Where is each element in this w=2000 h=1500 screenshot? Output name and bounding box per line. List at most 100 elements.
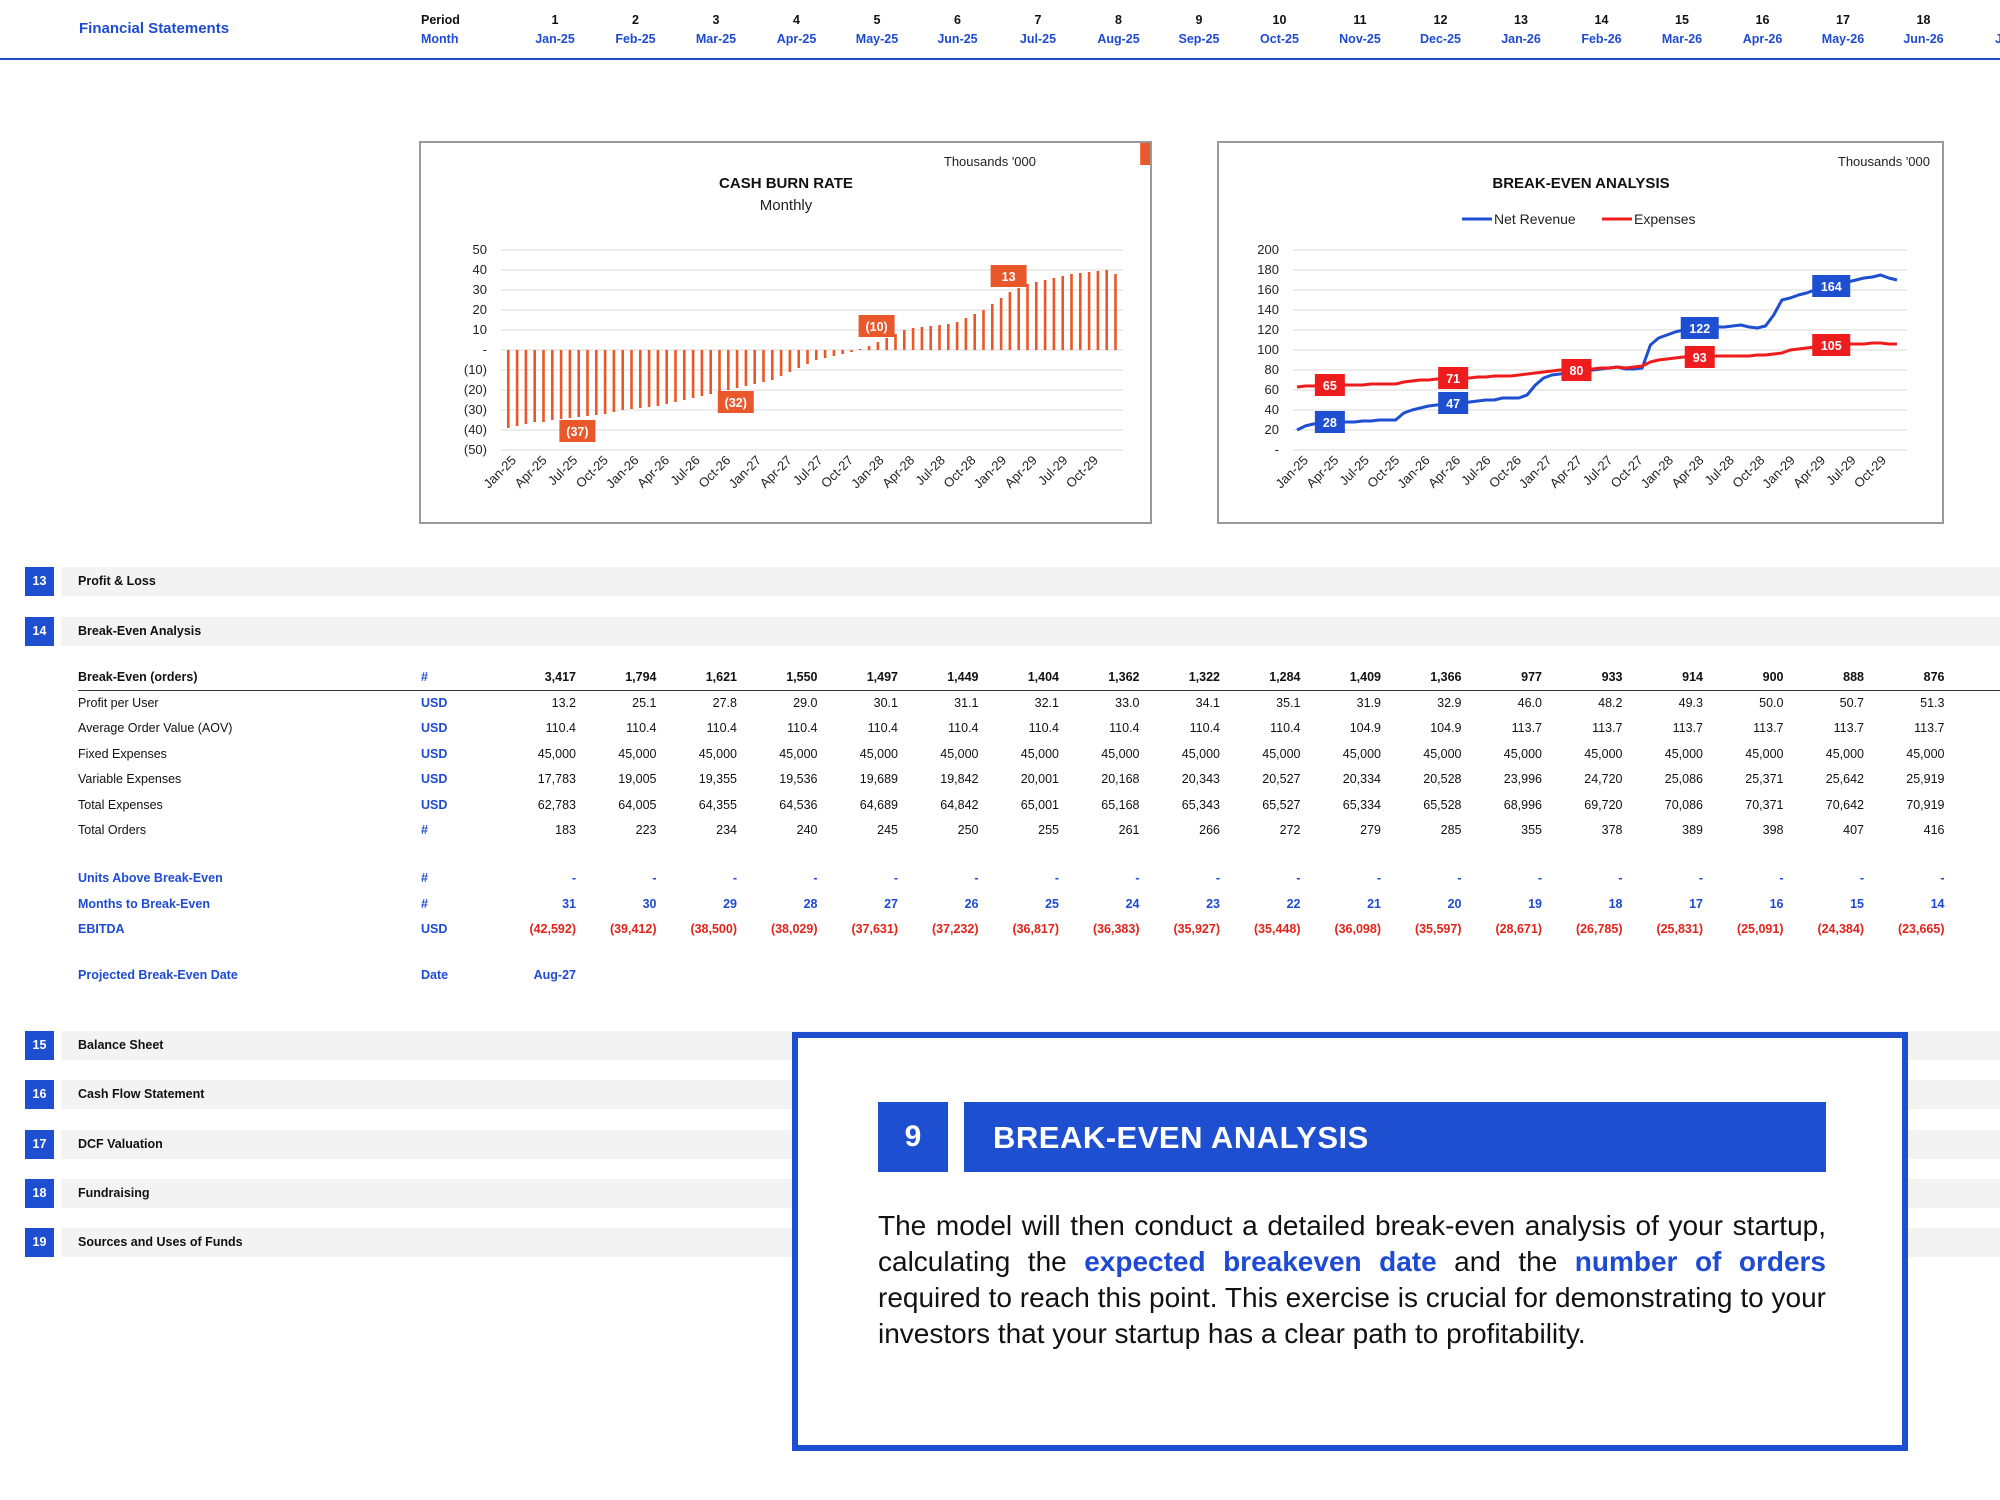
table-cell[interactable]: 45,000	[1423, 746, 1462, 761]
table-cell[interactable]: 110.4	[545, 721, 576, 736]
table-cell[interactable]: 30	[642, 897, 657, 911]
table-cell[interactable]: 398	[1762, 823, 1784, 837]
table-cell[interactable]: (36,817)	[1012, 922, 1059, 936]
table-cell[interactable]: 20,168	[1101, 772, 1140, 787]
table-cell[interactable]: 416	[1923, 823, 1945, 837]
table-cell[interactable]: (37,631)	[851, 922, 898, 936]
table-cell[interactable]: 45,000	[698, 746, 737, 761]
table-cell[interactable]: 50.0	[1759, 696, 1784, 710]
table-cell[interactable]: 389	[1682, 823, 1703, 837]
table-cell[interactable]: -	[1537, 871, 1542, 885]
table-cell[interactable]: 65,334	[1342, 797, 1381, 812]
table-cell[interactable]: (25,091)	[1736, 922, 1784, 936]
table-cell[interactable]: 50.7	[1839, 696, 1864, 710]
table-cell[interactable]: (35,927)	[1173, 922, 1220, 936]
table-cell[interactable]: 1,284	[1269, 670, 1301, 684]
table-cell[interactable]: 65,168	[1101, 797, 1140, 812]
table-cell[interactable]: 25,642	[1825, 772, 1864, 787]
table-cell[interactable]: 45,000	[1825, 746, 1864, 761]
table-cell[interactable]: 64,842	[940, 797, 979, 812]
table-cell[interactable]: 45,000	[1584, 746, 1623, 761]
table-cell[interactable]: 113.7	[1672, 721, 1703, 736]
table-cell[interactable]: 876	[1923, 670, 1945, 684]
table-cell[interactable]: 110.4	[1109, 721, 1140, 736]
table-cell[interactable]: 255	[1038, 823, 1059, 837]
table-cell[interactable]: 20,527	[1262, 772, 1301, 787]
table-cell[interactable]: 110.4	[1270, 721, 1301, 736]
table-cell[interactable]: 70,371	[1745, 797, 1784, 812]
table-cell[interactable]: 45,000	[1020, 746, 1059, 761]
table-cell[interactable]: -	[571, 871, 576, 885]
table-cell[interactable]: 240	[796, 823, 818, 837]
table-cell[interactable]: -	[893, 871, 898, 885]
table-cell[interactable]: 3,417	[544, 670, 576, 684]
table-cell[interactable]: 20,001	[1020, 772, 1059, 787]
table-cell[interactable]: 45,000	[940, 746, 979, 761]
table-cell[interactable]: 113.7	[1511, 721, 1542, 736]
table-cell[interactable]: 16	[1769, 897, 1784, 911]
table-cell[interactable]: 64,005	[618, 797, 657, 812]
table-cell[interactable]: -	[1698, 871, 1703, 885]
table-cell[interactable]: -	[1457, 871, 1462, 885]
table-cell[interactable]: 64,689	[859, 797, 898, 812]
table-cell[interactable]: (25,831)	[1656, 922, 1703, 936]
break-even-chart[interactable]: Thousands '000 BREAK-EVEN ANALYSIS Net R…	[1217, 141, 1944, 524]
table-cell[interactable]: -	[1618, 871, 1623, 885]
table-cell[interactable]: 19,842	[940, 772, 979, 787]
table-cell[interactable]: 21	[1367, 897, 1381, 911]
table-cell[interactable]: 234	[716, 823, 737, 837]
table-cell[interactable]: 45,000	[1745, 746, 1784, 761]
table-cell[interactable]: 110.4	[867, 721, 898, 736]
table-cell[interactable]: 23,996	[1503, 772, 1542, 787]
table-cell[interactable]: 27	[884, 897, 898, 911]
table-cell[interactable]: 261	[1118, 823, 1140, 837]
table-cell[interactable]: 113.7	[1833, 721, 1864, 736]
table-cell[interactable]: 1,404	[1027, 670, 1059, 684]
table-cell[interactable]: (36,383)	[1092, 922, 1140, 936]
table-cell[interactable]: 15	[1850, 897, 1864, 911]
cash-burn-chart[interactable]: Thousands '000 CASH BURN RATE Monthly 50…	[419, 141, 1152, 524]
table-cell[interactable]: 45,000	[1906, 746, 1945, 761]
table-cell[interactable]: 65,343	[1181, 797, 1220, 812]
table-cell[interactable]: 110.4	[1189, 721, 1220, 736]
table-cell[interactable]: 25,086	[1664, 772, 1703, 787]
table-cell[interactable]: 1,322	[1188, 670, 1220, 684]
section-profit-loss[interactable]: 13 Profit & Loss	[25, 567, 2000, 596]
table-cell[interactable]: 45,000	[618, 746, 657, 761]
table-cell[interactable]: -	[652, 871, 657, 885]
table-cell[interactable]: 977	[1521, 670, 1542, 684]
table-cell[interactable]: 104.9	[1430, 721, 1462, 736]
table-cell[interactable]: 64,355	[698, 797, 737, 812]
table-cell[interactable]: 407	[1843, 823, 1864, 837]
table-cell[interactable]: (38,500)	[690, 922, 737, 936]
table-cell[interactable]: 285	[1440, 823, 1462, 837]
table-cell[interactable]: 888	[1843, 670, 1864, 684]
table-cell[interactable]: 65,527	[1262, 797, 1301, 812]
table-cell[interactable]: 250	[957, 823, 979, 837]
table-cell[interactable]: 28	[803, 897, 818, 911]
table-cell[interactable]: (35,597)	[1414, 922, 1462, 936]
table-cell[interactable]: -	[732, 871, 737, 885]
table-cell[interactable]: 933	[1601, 670, 1623, 684]
table-cell[interactable]: 104.9	[1349, 721, 1381, 736]
table-cell[interactable]: 17,783	[537, 772, 576, 787]
table-cell[interactable]: -	[1940, 871, 1945, 885]
table-cell[interactable]: -	[813, 871, 818, 885]
table-cell[interactable]: 68,996	[1503, 797, 1542, 812]
table-cell[interactable]: -	[1376, 871, 1381, 885]
table-cell[interactable]: (36,098)	[1334, 922, 1381, 936]
table-cell[interactable]: 20,334	[1342, 772, 1381, 787]
table-cell[interactable]: 1,362	[1108, 670, 1140, 684]
table-cell[interactable]: Aug-27	[533, 968, 576, 982]
table-cell[interactable]: 70,086	[1664, 797, 1703, 812]
table-cell[interactable]: 914	[1682, 670, 1703, 684]
table-cell[interactable]: 19,005	[618, 772, 657, 787]
table-cell[interactable]: 25	[1045, 897, 1059, 911]
table-cell[interactable]: 29	[723, 897, 737, 911]
table-cell[interactable]: 1,621	[705, 670, 737, 684]
table-cell[interactable]: 49.3	[1678, 696, 1703, 710]
table-cell[interactable]: 272	[1279, 823, 1301, 837]
table-cell[interactable]: (42,592)	[529, 922, 576, 936]
table-cell[interactable]: 900	[1762, 670, 1784, 684]
table-cell[interactable]: 33.0	[1115, 696, 1140, 710]
